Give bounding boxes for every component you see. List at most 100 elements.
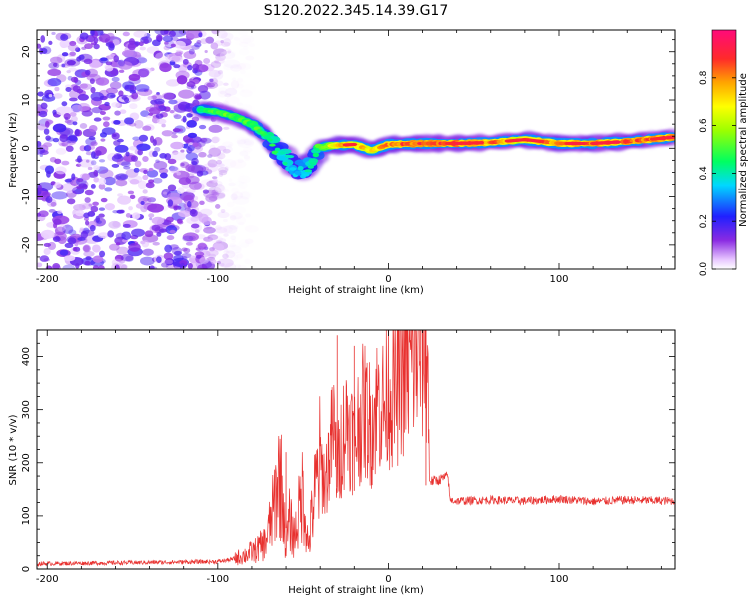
spectrogram-noise-cell: [206, 82, 216, 88]
spectrogram-noise-cell: [149, 265, 155, 269]
spectrogram-noise-cell: [83, 250, 95, 257]
spectrogram-noise-cell: [187, 132, 198, 139]
spectrogram-noise-cell: [125, 151, 130, 157]
spectrogram-noise-cell: [63, 113, 71, 120]
spectrogram-noise-cell: [90, 141, 98, 147]
spectrogram-noise-cell: [208, 69, 221, 78]
spectrogram-noise-cell: [72, 121, 78, 126]
snr-panel: -200 -100 0 100 0 100 200 300 400 Height of stra…: [8, 329, 676, 596]
spectrogram-noise-cell: [223, 250, 230, 254]
spectrogram-noise-cell: [68, 67, 77, 72]
spectrogram-noise-cell: [208, 186, 222, 196]
spectrogram-noise-cell: [169, 109, 175, 114]
spectrogram-noise-cell: [64, 178, 73, 183]
spectrogram-noise-cell: [161, 92, 175, 100]
spectrogram-noise-cell: [163, 252, 174, 260]
spectrogram-noise-cell: [54, 182, 62, 189]
spectrogram-noise-cell: [222, 64, 234, 71]
spectrogram-noise-cell: [40, 102, 48, 110]
spectrogram-noise-cell: [76, 178, 84, 183]
colorbar-gradient: [711, 29, 737, 270]
spectrogram-noise-cell: [244, 213, 251, 218]
spectrogram-noise-cell: [218, 172, 224, 177]
spectrogram-noise-cell: [212, 178, 218, 183]
spectrogram-noise-cell: [210, 220, 217, 226]
spectrogram-noise-cell: [85, 220, 90, 226]
snr-y-axis-label: SNR (10 * v/v): [8, 414, 19, 485]
spectrogram-noise-cell: [233, 212, 242, 220]
spectrogram-noise-cell: [98, 57, 109, 64]
spectrogram-noise-cell: [224, 166, 229, 171]
spectrogram-noise-cell: [117, 59, 125, 67]
spectrogram-noise-cell: [176, 171, 181, 176]
spectrogram-noise-cell: [231, 92, 243, 100]
spectrogram-noise-cell: [198, 151, 207, 158]
spectrogram-noise-cell: [109, 243, 120, 251]
spectrogram-noise-cell: [199, 137, 208, 143]
spectrogram-noise-cell: [243, 140, 253, 146]
spectrogram-noise-cell: [136, 57, 148, 64]
spectrogram-noise-cell: [131, 212, 141, 220]
spectrogram-noise-cell: [174, 51, 183, 57]
spectrogram-noise-cell: [59, 134, 69, 143]
spectrogram-noise-cell: [186, 112, 193, 118]
spectrogram-noise-cell: [244, 72, 253, 78]
spectrogram-noise-cell: [217, 70, 223, 75]
spectrogram-noise-cell: [128, 242, 141, 252]
spectrogram-ridge-cell: [269, 136, 281, 144]
spectrogram-noise-cell: [222, 148, 231, 154]
spectrogram-noise-cell: [59, 142, 66, 147]
spectrogram-noise-cell: [185, 30, 203, 39]
snr-x-tick-label-2: 0: [385, 574, 391, 585]
spectrogram-noise-cell: [90, 86, 96, 94]
spectrogram-noise-cell: [142, 125, 152, 131]
spectrogram-noise-cell: [231, 244, 243, 251]
spectrogram-noise-cell: [88, 136, 96, 141]
spectrogram-noise-cell: [240, 69, 246, 75]
spectrogram-noise-cell: [132, 136, 140, 141]
spectrogram-noise-cell: [169, 60, 176, 66]
spectrogram-noise-cell: [85, 256, 92, 261]
spectrogram-noise-cell: [207, 159, 218, 168]
spectrogram-noise-cell: [230, 193, 238, 201]
spectrogram-noise-cell: [121, 50, 134, 57]
spectrogram-noise-cell: [129, 194, 136, 200]
spectrogram-noise-cell: [227, 50, 231, 54]
spectrogram-ridge-peak: [350, 142, 358, 147]
spectrogram-noise-cell: [125, 213, 131, 218]
spectrogram-noise-cell: [122, 223, 131, 228]
spectrogram-noise-cell: [172, 128, 181, 133]
spectrogram-noise-cell: [212, 176, 218, 180]
colorbar-tick-label-3: 0.6: [699, 118, 709, 133]
spectrogram-noise-cell: [155, 113, 164, 119]
spectrogram-noise-cell: [228, 224, 239, 230]
spectrogram-noise-cell: [212, 48, 227, 57]
spectrogram-noise-cell: [234, 135, 247, 145]
spectrogram-noise-cell: [238, 48, 250, 56]
spectrogram-noise-cell: [226, 201, 235, 208]
spectrogram-x-tick-label-1: -100: [206, 274, 229, 285]
spectrogram-noise-cell: [237, 264, 247, 269]
snr-y-tick-label-2: 200: [21, 453, 32, 472]
spectrogram-noise-cell: [230, 80, 240, 89]
spectrogram-noise-cell: [216, 145, 227, 151]
spectrogram-noise-cell: [85, 159, 90, 163]
spectrogram-noise-cell: [235, 78, 245, 87]
spectrogram-ridge-cell: [266, 138, 273, 142]
spectrogram-noise-cell: [148, 213, 155, 218]
spectrogram-noise-cell: [77, 102, 90, 112]
spectrogram-noise-cell: [215, 204, 221, 209]
spectrogram-noise-cell: [228, 182, 236, 187]
spectrogram-noise-cell: [114, 144, 129, 153]
spectrogram-noise-cell: [224, 87, 238, 96]
spectrogram-noise-cell: [239, 173, 245, 178]
spectrogram-noise-cell: [81, 110, 93, 117]
spectrogram-noise-cell: [97, 232, 110, 239]
spectrogram-noise-cell: [239, 149, 251, 156]
spectrogram-noise-cell: [43, 247, 51, 256]
spectrogram-noise-cell: [186, 188, 196, 194]
spectrogram-noise-cell: [162, 35, 174, 43]
spectrogram-noise-cell: [103, 121, 110, 128]
spectrogram-noise-cell: [90, 91, 104, 102]
